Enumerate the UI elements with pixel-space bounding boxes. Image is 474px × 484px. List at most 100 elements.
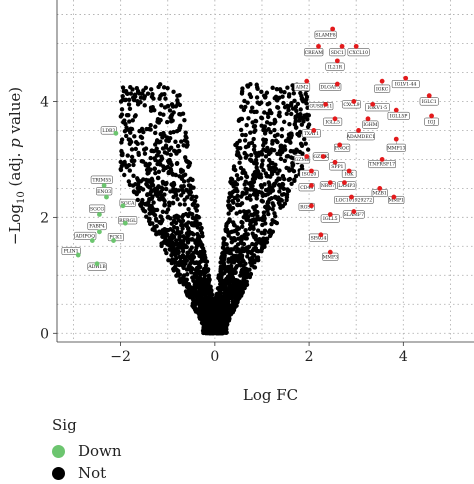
label-box	[118, 216, 138, 225]
point-not	[235, 242, 241, 247]
point-not	[165, 215, 171, 220]
point-not	[180, 248, 186, 254]
point-not	[266, 211, 271, 217]
point-not	[242, 138, 248, 143]
point-up-slamf8	[330, 26, 336, 32]
point-not	[254, 109, 259, 115]
point-not	[153, 124, 158, 129]
point-not	[223, 325, 228, 330]
point-up-aim2	[304, 78, 310, 84]
point-not	[138, 179, 144, 184]
legend-label-not: Not	[78, 464, 107, 482]
gene-label-igkc: IGKC	[376, 86, 389, 92]
point-not	[156, 169, 162, 174]
point-not	[166, 200, 172, 205]
point-not	[255, 209, 260, 215]
gene-label-sgcg: SGCG	[90, 206, 104, 212]
point-not	[169, 260, 174, 266]
point-not	[286, 177, 291, 182]
point-not	[287, 168, 292, 173]
point-not	[128, 91, 134, 96]
point-not	[271, 182, 277, 187]
point-not	[175, 93, 180, 99]
label-box	[325, 62, 345, 71]
point-not	[230, 198, 235, 204]
point-not	[271, 121, 277, 126]
gene-label-mmp13: MMP13	[387, 145, 405, 151]
gene-label-spp1: SPP1	[331, 164, 343, 170]
point-not	[122, 129, 128, 134]
point-not	[124, 125, 129, 130]
point-not	[286, 139, 292, 144]
point-not	[157, 96, 162, 101]
point-not	[131, 162, 136, 168]
gene-label-adamdec1: ADAMDEC1	[346, 134, 376, 140]
point-not	[150, 178, 155, 184]
label-box	[90, 175, 113, 184]
point-not	[177, 254, 182, 260]
point-not	[119, 148, 124, 154]
point-not	[130, 118, 135, 123]
point-not	[278, 152, 283, 157]
gene-label-cxcl9: CXCL9	[343, 102, 359, 108]
point-not	[169, 119, 174, 124]
point-not	[277, 95, 282, 100]
point-up-slamf7	[351, 209, 357, 214]
point-not	[176, 249, 181, 255]
point-not	[182, 117, 187, 123]
legend-entry-not: Not	[52, 462, 122, 484]
point-not	[198, 271, 203, 276]
point-not	[284, 197, 289, 203]
point-down-ldb3	[113, 130, 119, 136]
point-not	[268, 110, 273, 115]
point-not	[169, 221, 175, 226]
point-not	[149, 188, 154, 193]
point-not	[209, 325, 214, 330]
gene-label-gusbp11: GUSBP11	[309, 104, 332, 110]
point-not	[219, 316, 225, 321]
point-not	[230, 190, 235, 195]
gene-label-plin1: PLIN1	[64, 249, 79, 255]
point-not	[189, 196, 194, 202]
point-not	[136, 150, 141, 156]
point-not	[181, 275, 186, 280]
point-not	[233, 167, 238, 173]
point-not	[142, 209, 148, 214]
point-not	[229, 266, 235, 272]
point-not	[254, 161, 259, 166]
point-not	[252, 190, 258, 195]
point-not	[159, 214, 164, 220]
point-not	[147, 203, 152, 208]
point-up-igll5	[332, 116, 338, 122]
point-not	[287, 121, 292, 127]
point-not	[243, 104, 248, 110]
point-not	[305, 124, 311, 130]
point-not	[249, 140, 255, 146]
point-not	[145, 164, 151, 169]
point-not	[292, 98, 297, 104]
label-box	[100, 126, 117, 135]
point-not	[186, 183, 192, 188]
gene-label-mzb1: MZB1	[373, 191, 387, 197]
point-not	[267, 182, 272, 188]
point-not	[273, 214, 278, 219]
point-not	[272, 95, 277, 101]
point-not	[214, 292, 219, 297]
point-not	[170, 104, 176, 109]
point-not	[238, 273, 243, 278]
point-not	[273, 138, 279, 143]
point-not	[181, 190, 186, 195]
point-not	[259, 123, 264, 128]
point-not	[175, 98, 180, 103]
point-not	[164, 250, 169, 256]
point-up-iglv1-44	[403, 75, 409, 81]
point-not	[234, 173, 240, 178]
gene-label-nrg7: NRG7	[321, 183, 335, 189]
label-box	[387, 111, 410, 120]
point-not	[261, 126, 267, 131]
point-not	[128, 130, 133, 135]
point-not	[224, 242, 229, 247]
point-not	[268, 165, 273, 170]
gene-label-loc101929272: LOC101929272	[336, 198, 373, 204]
point-not	[180, 226, 185, 231]
